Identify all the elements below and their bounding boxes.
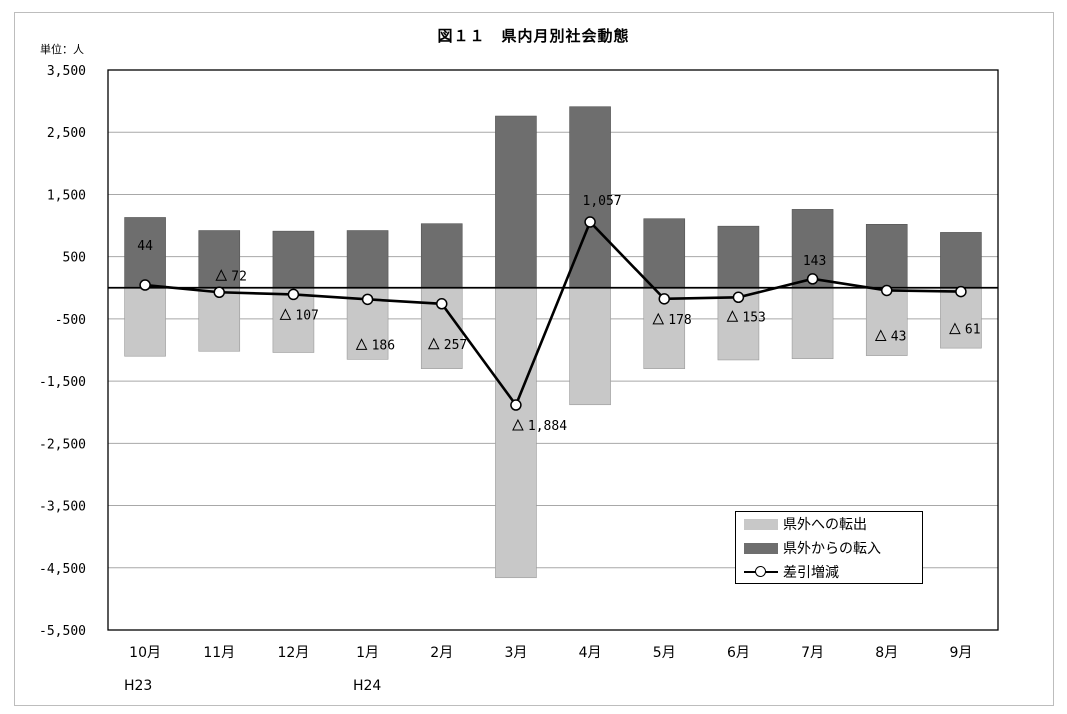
net-change-point [658,293,670,305]
negative-triangle-icon [949,322,961,335]
negative-triangle-icon [874,329,887,341]
era-label-h23: H23 [124,678,153,694]
negative-triangle-icon [215,269,228,281]
unit-label: 単位：人 [40,43,84,56]
y-tick-label: -500 [55,313,86,328]
x-tick-label: 9月 [949,645,972,661]
x-tick-label: 10月 [129,645,161,661]
y-tick-label: -1,500 [39,375,86,390]
net-change-label: 43 [891,329,907,344]
bar-outflow [865,287,908,356]
x-tick-label: 6月 [727,645,750,661]
net-change-label: 1,884 [528,419,567,434]
plot-border [107,69,999,631]
net-change-point [510,399,522,411]
bar-outflow [124,287,166,357]
legend-label-net: 差引増減 [783,565,839,581]
net-change-label: 61 [965,323,981,338]
y-tick-label: 3,500 [47,64,86,79]
bar-outflow [495,287,537,579]
y-tick-label: -3,500 [39,500,86,515]
y-tick-label: -4,500 [39,562,86,577]
net-change-label: 44 [137,239,153,254]
net-change-label: 72 [231,269,247,284]
net-change-line [144,219,961,408]
y-tick-label: 1,500 [47,188,86,203]
net-change-point [213,286,225,299]
negative-triangle-icon [512,418,524,431]
legend-item-inflow: 県外からの転入 [744,539,881,557]
x-tick-label: 2月 [430,645,453,661]
x-tick-label: 1月 [356,645,379,661]
y-tick-label: 2,500 [47,126,86,141]
legend: 県外への転出 県外からの転入 差引増減 [735,511,923,584]
bar-inflow [272,230,315,289]
bar-inflow [940,232,982,289]
negative-triangle-icon [652,312,665,325]
bar-inflow [865,224,908,289]
net-change-point [361,293,374,306]
net-change-point [806,273,819,285]
legend-item-net: 差引増減 [744,563,839,581]
y-tick-label: 500 [63,251,86,266]
negative-triangle-icon [427,337,440,350]
net-change-label: 257 [444,338,467,353]
y-tick-label: -2,500 [39,437,86,452]
net-change-point [139,279,151,291]
bar-inflow [495,115,537,289]
bar-inflow [643,218,686,289]
negative-triangle-icon [726,310,739,322]
net-change-point [955,285,967,298]
legend-swatch-outflow [744,518,778,530]
net-change-point [584,216,596,228]
net-change-label: 107 [295,308,318,323]
x-tick-label: 7月 [801,645,824,661]
net-change-point [881,284,893,297]
bar-outflow [569,287,611,406]
net-change-label: 178 [668,313,691,328]
negative-triangle-icon [355,338,368,350]
era-label-h24: H24 [353,678,382,694]
bar-inflow [124,217,166,289]
x-tick-label: 12月 [278,645,310,661]
net-change-label: 1,057 [583,194,622,209]
net-change-point [287,288,300,301]
x-tick-label: 5月 [653,645,676,661]
net-change-point [732,291,745,304]
net-change-label: 153 [742,310,765,325]
legend-swatch-net [744,565,778,579]
chart-frame [14,12,1054,706]
bar-inflow [198,230,241,289]
legend-item-outflow: 県外への転出 [744,515,867,533]
net-change-label: 186 [372,338,395,353]
bar-outflow [791,287,834,360]
x-tick-label: 8月 [875,645,898,661]
x-tick-label: 4月 [579,645,602,661]
bar-inflow [420,223,463,289]
negative-triangle-icon [279,308,292,320]
net-change-label: 143 [803,254,826,269]
net-change-point [436,298,448,310]
x-tick-label: 3月 [504,645,527,661]
y-tick-label: -5,500 [39,624,86,639]
bar-outflow [198,287,241,352]
chart-title: 図１１ 県内月別社会動態 [437,27,630,45]
legend-label-outflow: 県外への転出 [783,517,867,533]
legend-swatch-inflow [744,542,778,554]
x-tick-label: 11月 [203,645,235,661]
bar-inflow [717,225,760,289]
bar-inflow [346,230,389,289]
bar-outflow [940,287,982,349]
legend-label-inflow: 県外からの転入 [783,541,881,557]
